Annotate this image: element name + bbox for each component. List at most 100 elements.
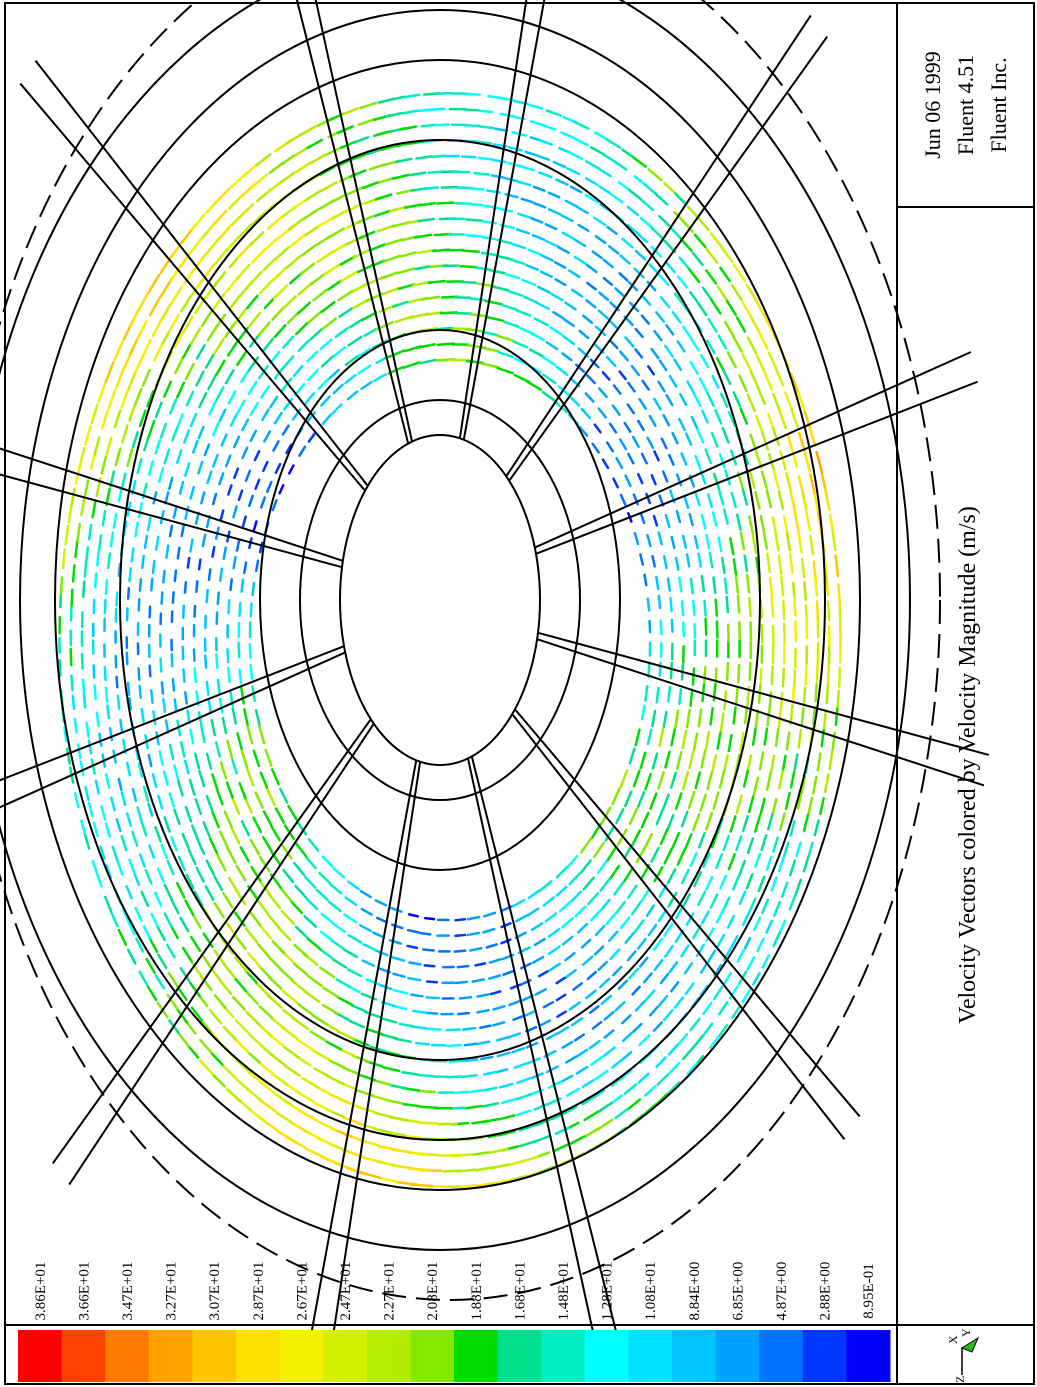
- vector: [540, 123, 557, 131]
- vector: [143, 434, 151, 452]
- vector: [788, 552, 794, 574]
- vector: [643, 183, 658, 196]
- vector: [545, 341, 559, 351]
- vector: [545, 1031, 559, 1041]
- vector: [533, 317, 549, 327]
- vector: [755, 556, 760, 575]
- vector: [488, 268, 507, 275]
- vector: [154, 974, 165, 990]
- vector: [723, 577, 728, 595]
- vector: [498, 1082, 514, 1089]
- vector: [689, 1017, 701, 1032]
- colorbar-label: 2.08E+01: [425, 1262, 441, 1321]
- spoke: [511, 713, 846, 1141]
- vector: [180, 294, 192, 313]
- vector: [357, 347, 372, 358]
- vector: [141, 368, 151, 387]
- vector: [73, 792, 80, 808]
- vector: [719, 392, 729, 408]
- vector: [473, 171, 491, 176]
- vector: [131, 830, 139, 847]
- vector: [666, 868, 677, 885]
- vector: [373, 1111, 394, 1119]
- vector: [320, 912, 334, 924]
- vector: [594, 234, 607, 244]
- vector: [645, 904, 655, 917]
- vector: [728, 985, 739, 1000]
- vector: [518, 326, 534, 335]
- vector: [480, 362, 500, 369]
- vector: [233, 435, 241, 449]
- vector: [822, 710, 827, 731]
- color-swatch: [672, 1330, 717, 1382]
- vector: [564, 301, 577, 311]
- vector: [176, 413, 184, 429]
- vector: [193, 667, 197, 684]
- vector: [678, 576, 683, 593]
- vector: [813, 575, 819, 597]
- vector: [568, 395, 581, 407]
- vector: [789, 491, 797, 514]
- vector: [267, 892, 282, 910]
- vector: [125, 812, 133, 827]
- vector: [689, 852, 698, 868]
- vector: [382, 1066, 401, 1073]
- vector: [377, 1176, 400, 1183]
- vector: [263, 430, 272, 443]
- vector: [655, 808, 664, 826]
- vector: [834, 707, 839, 726]
- vector: [238, 601, 242, 618]
- vector: [309, 1030, 327, 1042]
- vector: [679, 237, 693, 253]
- vector: [602, 258, 614, 269]
- vector: [670, 771, 677, 789]
- vector: [680, 600, 685, 617]
- vector: [302, 208, 320, 221]
- vector: [589, 1005, 600, 1015]
- vector: [459, 280, 477, 285]
- vector: [726, 914, 736, 929]
- vector: [318, 165, 336, 177]
- vector: [445, 1028, 461, 1032]
- vector: [640, 704, 646, 721]
- vector: [647, 168, 663, 182]
- vector: [87, 739, 93, 755]
- vector: [674, 792, 683, 810]
- vector: [504, 272, 521, 280]
- vector: [231, 758, 238, 775]
- vector: [659, 827, 669, 845]
- vector: [457, 1011, 470, 1016]
- vector: [146, 985, 158, 1002]
- vector: [594, 131, 609, 141]
- vector: [671, 431, 679, 445]
- vector: [745, 872, 754, 890]
- vector: [554, 278, 567, 287]
- vector: [262, 337, 275, 353]
- vector: [626, 1098, 642, 1111]
- vector: [490, 174, 506, 179]
- vector: [131, 431, 139, 449]
- vector: [628, 967, 640, 980]
- vector: [667, 1081, 681, 1095]
- vector: [233, 956, 248, 973]
- vector: [408, 171, 427, 177]
- vector: [321, 855, 334, 868]
- vector: [349, 169, 367, 178]
- vector: [342, 1066, 361, 1076]
- vector: [379, 144, 398, 152]
- vector: [265, 787, 276, 807]
- vector: [299, 262, 316, 276]
- vector: [537, 970, 549, 978]
- vector: [222, 962, 237, 979]
- vector: [234, 911, 246, 928]
- colorbar-label: 1.48E+01: [556, 1262, 572, 1321]
- vector: [665, 261, 677, 274]
- vector: [730, 284, 743, 302]
- vector: [402, 361, 421, 369]
- vector: [155, 731, 160, 746]
- outline: [0, 0, 941, 1301]
- vector: [598, 291, 610, 302]
- vector: [255, 982, 271, 998]
- vector: [686, 380, 695, 395]
- vector: [547, 191, 561, 199]
